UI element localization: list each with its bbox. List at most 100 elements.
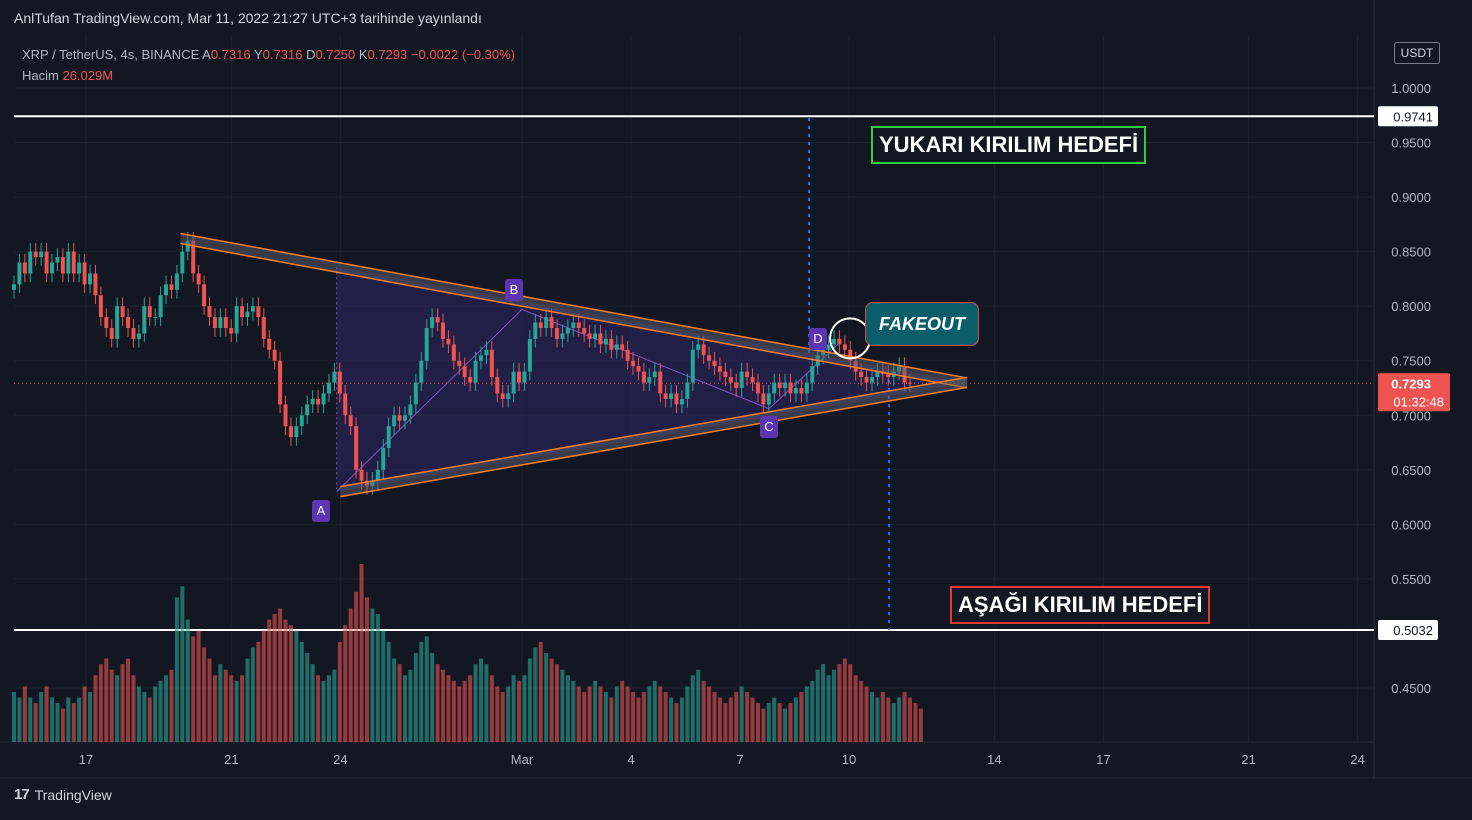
candle-body — [479, 355, 484, 361]
candle-body — [701, 344, 706, 356]
volume-bar — [332, 669, 337, 742]
volume-bar — [484, 664, 489, 742]
volume-bar — [370, 608, 375, 742]
volume-bar — [218, 664, 223, 742]
volume-bar — [44, 686, 49, 742]
volume-bar — [761, 708, 766, 742]
high-value: 0.7316 — [262, 47, 303, 62]
volume-bar — [229, 675, 234, 742]
volume-bar — [799, 691, 804, 742]
volume-bar — [842, 658, 847, 742]
volume-bar — [424, 636, 429, 742]
x-tick-label-7: 14 — [987, 752, 1001, 767]
candle-body — [685, 382, 690, 399]
candle-body — [419, 360, 424, 383]
lower-trendline-top — [340, 376, 968, 488]
volume-bar — [603, 691, 608, 742]
volume-bar — [728, 697, 733, 742]
candle-body — [875, 371, 880, 378]
candle-body — [859, 371, 864, 378]
volume-bar — [294, 630, 299, 742]
upper-trendline-bottom — [180, 242, 968, 389]
volume-bar — [788, 703, 793, 742]
volume-bar — [522, 675, 527, 742]
volume-bar — [859, 680, 864, 742]
tradingview-branding[interactable]: 17 TradingView — [14, 786, 112, 803]
candle-body — [620, 344, 625, 350]
volume-bar — [180, 586, 185, 742]
candle-body — [305, 404, 310, 416]
volume-bar — [136, 686, 141, 742]
y-tick-label-3: 0.8500 — [1391, 245, 1431, 260]
y-tick-label-2: 0.9000 — [1391, 190, 1431, 205]
candle-body — [766, 393, 771, 405]
candle-body — [71, 251, 76, 274]
candle-body — [810, 366, 815, 383]
candle-body — [603, 338, 608, 345]
candle-body — [212, 317, 217, 328]
volume-bar — [98, 664, 103, 742]
candle-body — [734, 382, 739, 388]
volume-label: Hacim — [22, 68, 59, 83]
candle-body — [115, 306, 120, 339]
volume-bar — [435, 664, 440, 742]
volume-bar — [864, 686, 869, 742]
lower-trendline-bottom — [340, 386, 968, 498]
volume-bar — [174, 597, 179, 742]
candle-body — [44, 251, 49, 274]
volume-bar — [506, 686, 511, 742]
volume-bar — [777, 703, 782, 742]
y-tick-label-1: 0.9500 — [1391, 136, 1431, 151]
candle-body — [848, 349, 853, 361]
volume-bar — [560, 669, 565, 742]
volume-bar — [446, 675, 451, 742]
lower-trendline-channel — [340, 377, 968, 497]
volume-bar — [565, 675, 570, 742]
volume-bar — [821, 664, 826, 742]
volume-bar — [305, 653, 310, 742]
candle-body — [326, 382, 331, 394]
candle-body — [402, 415, 407, 421]
volume-bar — [652, 680, 657, 742]
volume-bar — [815, 669, 820, 742]
candle-body — [299, 415, 304, 427]
volume-bar — [267, 619, 272, 742]
target-price-tag-1 — [1378, 619, 1438, 640]
x-tick-label-6: 10 — [842, 752, 856, 767]
candle-body — [229, 328, 234, 334]
currency-unit[interactable]: USDT — [1394, 42, 1440, 64]
symbol-name[interactable]: XRP / TetherUS, 4s, BINANCE — [22, 47, 200, 62]
candle-body — [375, 469, 380, 481]
candle-body — [272, 349, 277, 361]
volume-bar — [685, 686, 690, 742]
candle-body — [250, 306, 255, 312]
candle-body — [837, 338, 842, 345]
candle-body — [185, 240, 190, 252]
candle-body — [739, 371, 744, 388]
candle-body — [33, 251, 38, 258]
volume-bar — [299, 641, 304, 742]
volume-bar — [12, 691, 16, 742]
candle-body — [278, 360, 283, 405]
candle-body — [267, 338, 272, 350]
x-tick-label-0: 17 — [79, 752, 93, 767]
volume-bar — [310, 664, 315, 742]
candle-body — [799, 388, 804, 394]
candle-body — [712, 360, 717, 367]
candle-body — [397, 415, 402, 421]
volume-bar — [408, 669, 413, 742]
candle-body — [294, 426, 299, 438]
volume-bar — [278, 608, 283, 742]
candle-body — [435, 317, 440, 323]
candle-body — [153, 317, 158, 319]
candle-body — [489, 349, 494, 378]
candle-body — [223, 317, 228, 328]
volume-bar — [468, 675, 473, 742]
candle-body — [158, 295, 163, 318]
target-price-label-0: 0.9741 — [1393, 109, 1433, 124]
candle-body — [386, 426, 391, 448]
candle-body — [50, 262, 55, 274]
volume-bar — [674, 703, 679, 742]
candle-body — [332, 371, 337, 383]
